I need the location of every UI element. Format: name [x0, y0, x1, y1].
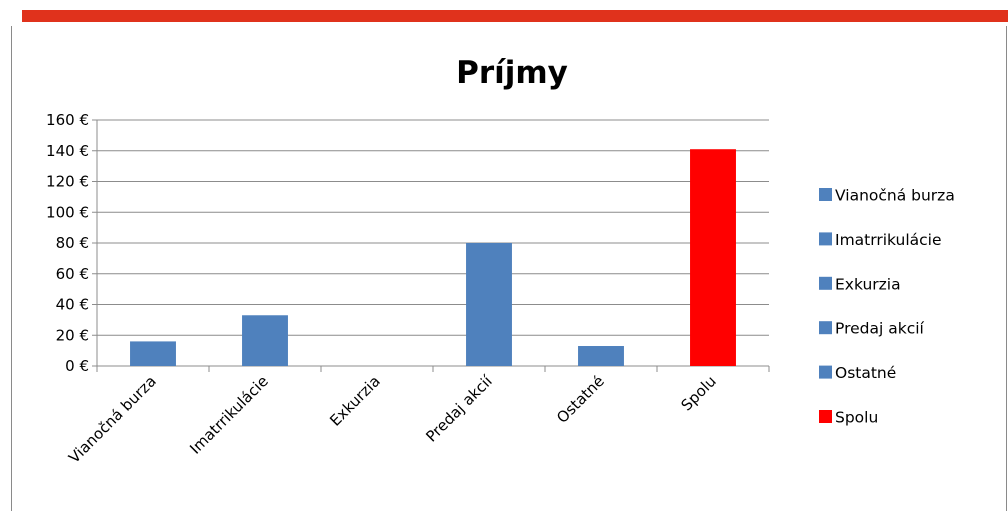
legend-swatch [819, 276, 832, 290]
legend-label: Ostatné [835, 364, 896, 382]
header-accent-bar [22, 10, 1008, 22]
legend-swatch [819, 321, 832, 335]
x-tick-label: Predaj akcií [422, 372, 496, 446]
left-border [11, 26, 12, 511]
legend-label: Exkurzia [835, 275, 901, 293]
bar [242, 315, 288, 366]
x-tick-label: Imatrrikulácie [186, 372, 272, 458]
legend-swatch [819, 232, 832, 246]
y-gridlines [97, 119, 769, 336]
chart-title: Príjmy [456, 55, 568, 91]
x-tick-label: Vianočná burza [65, 372, 160, 467]
x-tick-label: Ostatné [553, 372, 608, 427]
legend-label: Imatrrikulácie [835, 231, 942, 249]
legend-label: Vianočná burza [835, 187, 955, 205]
legend-swatch [819, 410, 832, 423]
legend-swatch [819, 365, 832, 379]
legend: Vianočná burza Imatrrikulácie Exkurzia Pred… [819, 187, 955, 427]
y-tick-label: 100 € [46, 203, 89, 221]
y-axis-tick-labels: 0 € 20 € 40 € 60 € 80 € 100 € 120 € 140 € 160 € [46, 111, 89, 375]
y-tick-label: 120 € [46, 173, 89, 191]
y-tick-label: 20 € [56, 326, 89, 344]
y-tick-label: 140 € [46, 142, 89, 160]
bar [130, 341, 176, 366]
bar [466, 243, 512, 366]
y-tick-label: 160 € [46, 111, 89, 129]
bar [578, 346, 624, 366]
y-tick-label: 80 € [56, 234, 89, 252]
chart-axes [92, 119, 770, 372]
legend-label: Spolu [835, 409, 878, 427]
legend-swatch [819, 188, 832, 201]
bar [690, 149, 736, 366]
legend-label: Predaj akcií [835, 320, 925, 338]
x-tick-label: Spolu [677, 372, 719, 414]
x-axis-tick-labels: Vianočná burza Imatrrikulácie Exkurzia Pred… [65, 372, 720, 467]
y-tick-label: 60 € [56, 265, 89, 283]
right-border [1006, 26, 1007, 511]
y-tick-label: 40 € [56, 296, 89, 314]
y-tick-label: 0 € [65, 357, 89, 375]
bars [130, 149, 736, 366]
x-tick-label: Exkurzia [326, 372, 384, 430]
